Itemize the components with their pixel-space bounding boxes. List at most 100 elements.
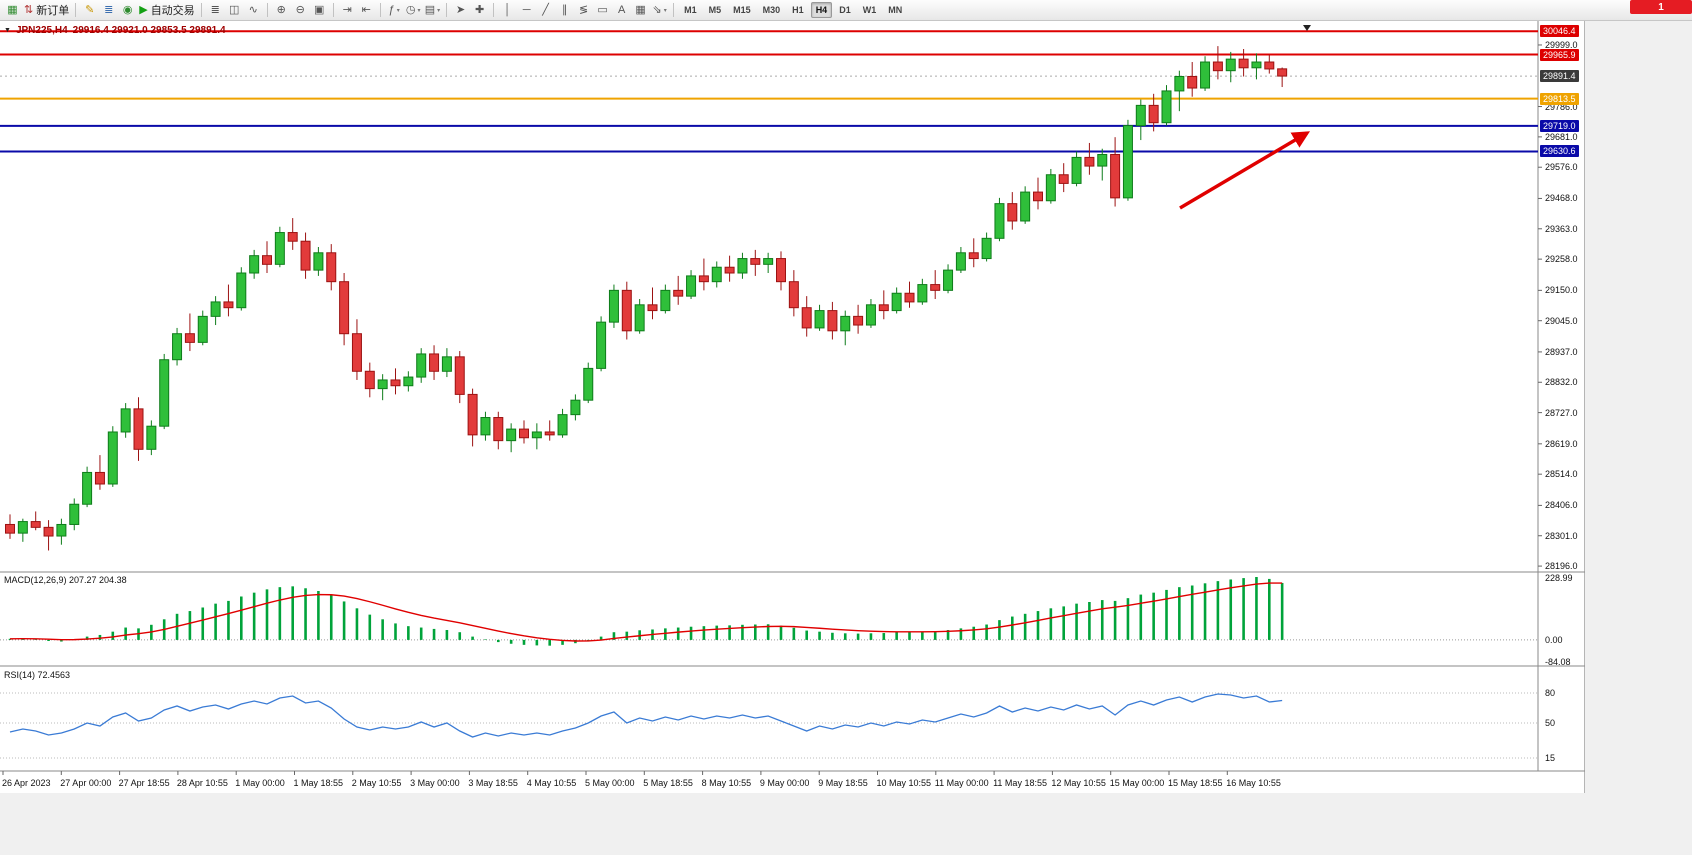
time-tick-label: 5 May 18:55 — [643, 778, 693, 788]
chart-shift-button[interactable]: ⇤ — [357, 2, 376, 19]
toolbar-separator — [379, 3, 381, 17]
rsi-level-label: 80 — [1545, 688, 1556, 698]
timeframe-m1[interactable]: M1 — [684, 5, 697, 15]
timeframe-w1[interactable]: W1 — [862, 5, 877, 15]
text-icon: A — [617, 3, 626, 16]
arrows-button[interactable]: ⇘ ▾ — [650, 2, 669, 19]
templates-icon: ▤ — [424, 3, 436, 16]
time-axis[interactable]: 26 Apr 2023 27 Apr 00:00 27 Apr 18:55 28 Ap… — [0, 21, 1584, 793]
price-axis[interactable]: 29999.0 29786.0 29681.0 29576.0 29468.0 29363… — [0, 21, 1584, 793]
main-toolbar: ▦ ⇅ 新订单 ✎ ≣ ◉ ▶ 自动交易 ≣ ◫ ∿ ⊕ ⊖ ▣ ⇥ ⇤ ƒ ▾ ◷ ▾ ▤ ▾ ➤ ✚ │ ─ ╱ ∥ ≶ ▭ A ▦ ⇘ ▾ M… — [0, 0, 1692, 21]
text-label-button[interactable]: ▦ — [631, 2, 650, 19]
bar-chart-button[interactable]: ≣ — [206, 2, 225, 19]
arrows-icon: ⇘ — [652, 3, 662, 16]
chart-title: ▼ JPN225,H4 29916.4 29921.0 29853.5 2989… — [4, 25, 226, 36]
text-button[interactable]: A — [612, 2, 631, 19]
time-tick-label: 11 May 18:55 — [993, 778, 1047, 788]
timeframe-h1[interactable]: H1 — [792, 5, 804, 15]
notification-badge[interactable]: 1 — [1630, 0, 1692, 14]
line-chart-button[interactable]: ∿ — [244, 2, 263, 19]
current-price-label: 29891.4 — [1540, 70, 1579, 83]
time-tick-label: 28 Apr 10:55 — [176, 778, 228, 788]
timeframe-m15[interactable]: M15 — [733, 5, 751, 15]
toolbar-separator — [332, 3, 334, 17]
zoom-out-icon: ⊖ — [295, 3, 305, 16]
price-tick-label: 28196.0 — [1545, 561, 1578, 572]
trendline-button[interactable]: ╱ — [536, 2, 555, 19]
auto-scroll-icon: ⇥ — [342, 3, 352, 16]
chart-window: ▼ JPN225,H4 29916.4 29921.0 29853.5 2989… — [0, 21, 1585, 793]
cursor-button[interactable]: ➤ — [451, 2, 470, 19]
line-chart-icon: ∿ — [248, 3, 258, 16]
templates-button[interactable]: ▤ ▾ — [423, 2, 442, 19]
toolbar-separator — [493, 3, 495, 17]
time-tick-label: 15 May 00:00 — [1109, 778, 1165, 788]
timeframe-m30[interactable]: M30 — [762, 5, 781, 15]
indicators-button[interactable]: ƒ ▾ — [385, 2, 404, 19]
time-tick-label: 10 May 10:55 — [876, 778, 932, 788]
trendline-icon: ╱ — [542, 3, 549, 16]
time-tick-label: 9 May 00:00 — [759, 778, 810, 788]
macd-zero-label: 0.00 — [1545, 634, 1563, 645]
price-tick-label: 28514.0 — [1545, 469, 1578, 480]
mql5-community-icon: ◉ — [122, 3, 133, 16]
vertical-line-icon: │ — [504, 3, 512, 16]
metaeditor-button[interactable]: ✎ — [80, 2, 99, 19]
timeframe-mn[interactable]: MN — [888, 5, 903, 15]
time-tick-label: 26 Apr 2023 — [2, 778, 51, 788]
candlestick-chart-button[interactable]: ◫ — [225, 2, 244, 19]
timeframe-h4[interactable]: H4 — [810, 2, 833, 18]
time-tick-label: 9 May 18:55 — [818, 778, 868, 788]
new-order-icon: ⇅ — [24, 3, 34, 16]
mql5-community-button[interactable]: ◉ — [118, 2, 137, 19]
price-tick-label: 29363.0 — [1545, 223, 1578, 234]
metaeditor-icon: ✎ — [85, 3, 95, 16]
new-chart-button[interactable]: ▦ — [3, 2, 22, 19]
time-tick-label: 4 May 10:55 — [526, 778, 577, 788]
new-order-button[interactable]: ⇅ 新订单 — [22, 2, 71, 19]
price-tick-label: 28727.0 — [1545, 407, 1578, 418]
time-tick-label: 5 May 00:00 — [585, 778, 635, 788]
time-tick-label: 8 May 10:55 — [701, 778, 752, 788]
level-price-label: 29630.6 — [1540, 145, 1579, 158]
ohlc-readout: 29916.4 29921.0 29853.5 29891.4 — [72, 25, 226, 36]
macd-min-label: -84.08 — [1545, 657, 1571, 667]
time-tick-label: 27 Apr 00:00 — [60, 778, 112, 788]
chart-canvas[interactable] — [0, 21, 1585, 793]
timeframe-d1[interactable]: D1 — [839, 5, 851, 15]
timeframe-m5[interactable]: M5 — [708, 5, 722, 15]
symbol-period-label: JPN225,H4 — [15, 25, 68, 36]
crosshair-button[interactable]: ✚ — [470, 2, 489, 19]
toolbar-separator — [673, 3, 675, 17]
data-window-button[interactable]: ≣ — [99, 2, 118, 19]
fibonacci-button[interactable]: ≶ — [574, 2, 593, 19]
candlestick-chart-icon: ◫ — [228, 3, 240, 16]
macd-max-label: 228.99 — [1545, 573, 1573, 583]
periods-button[interactable]: ◷ ▾ — [404, 2, 423, 19]
channel-button[interactable]: ∥ — [555, 2, 574, 19]
time-tick-label: 12 May 10:55 — [1051, 778, 1106, 788]
zoom-in-button[interactable]: ⊕ — [272, 2, 291, 19]
zoom-out-button[interactable]: ⊖ — [291, 2, 310, 19]
chevron-down-icon: ▾ — [396, 7, 400, 14]
collapse-triangle-icon[interactable]: ▼ — [4, 27, 11, 34]
price-tick-label: 29258.0 — [1545, 254, 1578, 265]
chevron-down-icon: ▾ — [437, 7, 441, 14]
price-tick-label: 29786.0 — [1545, 101, 1578, 112]
level-price-label: 29719.0 — [1540, 119, 1579, 132]
time-tick-label: 1 May 00:00 — [235, 778, 285, 788]
autotrade-button[interactable]: ▶ 自动交易 — [137, 2, 196, 19]
tile-windows-icon: ▣ — [313, 3, 325, 16]
time-tick-label: 1 May 18:55 — [293, 778, 344, 788]
auto-scroll-button[interactable]: ⇥ — [338, 2, 357, 19]
vertical-line-button[interactable]: │ — [498, 2, 517, 19]
price-tick-label: 29681.0 — [1545, 131, 1578, 142]
time-tick-label: 15 May 18:55 — [1168, 778, 1223, 788]
tile-windows-button[interactable]: ▣ — [310, 2, 329, 19]
horizontal-line-button[interactable]: ─ — [517, 2, 536, 19]
level-price-label: 29813.5 — [1540, 92, 1579, 105]
shapes-button[interactable]: ▭ — [593, 2, 612, 19]
price-tick-label: 28619.0 — [1545, 438, 1578, 449]
macd-label: MACD(12,26,9) 207.27 204.38 — [4, 575, 127, 585]
